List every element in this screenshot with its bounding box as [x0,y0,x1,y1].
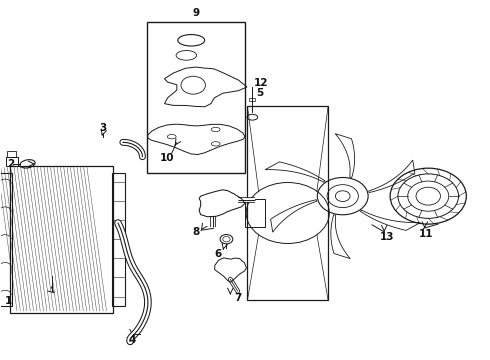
Bar [5,157,18,166]
Text: 10: 10 [160,153,174,163]
Bar [10,166,113,313]
Text: 5: 5 [256,88,263,98]
Bar [112,173,125,306]
Text: 4: 4 [129,334,136,345]
Text: 6: 6 [215,248,222,258]
Text: 11: 11 [418,229,433,239]
Bar [7,151,16,157]
Text: 1: 1 [4,296,12,306]
Text: 8: 8 [193,227,200,237]
Bar [249,98,255,101]
Bar [147,22,245,173]
Text: 2: 2 [7,159,14,169]
Text: 13: 13 [379,232,394,242]
Text: 9: 9 [193,8,200,18]
Bar [247,107,328,300]
Bar [0,173,12,306]
Text: 7: 7 [234,293,242,303]
Text: 3: 3 [99,123,107,133]
Bar [245,199,265,227]
Text: 12: 12 [254,78,269,88]
